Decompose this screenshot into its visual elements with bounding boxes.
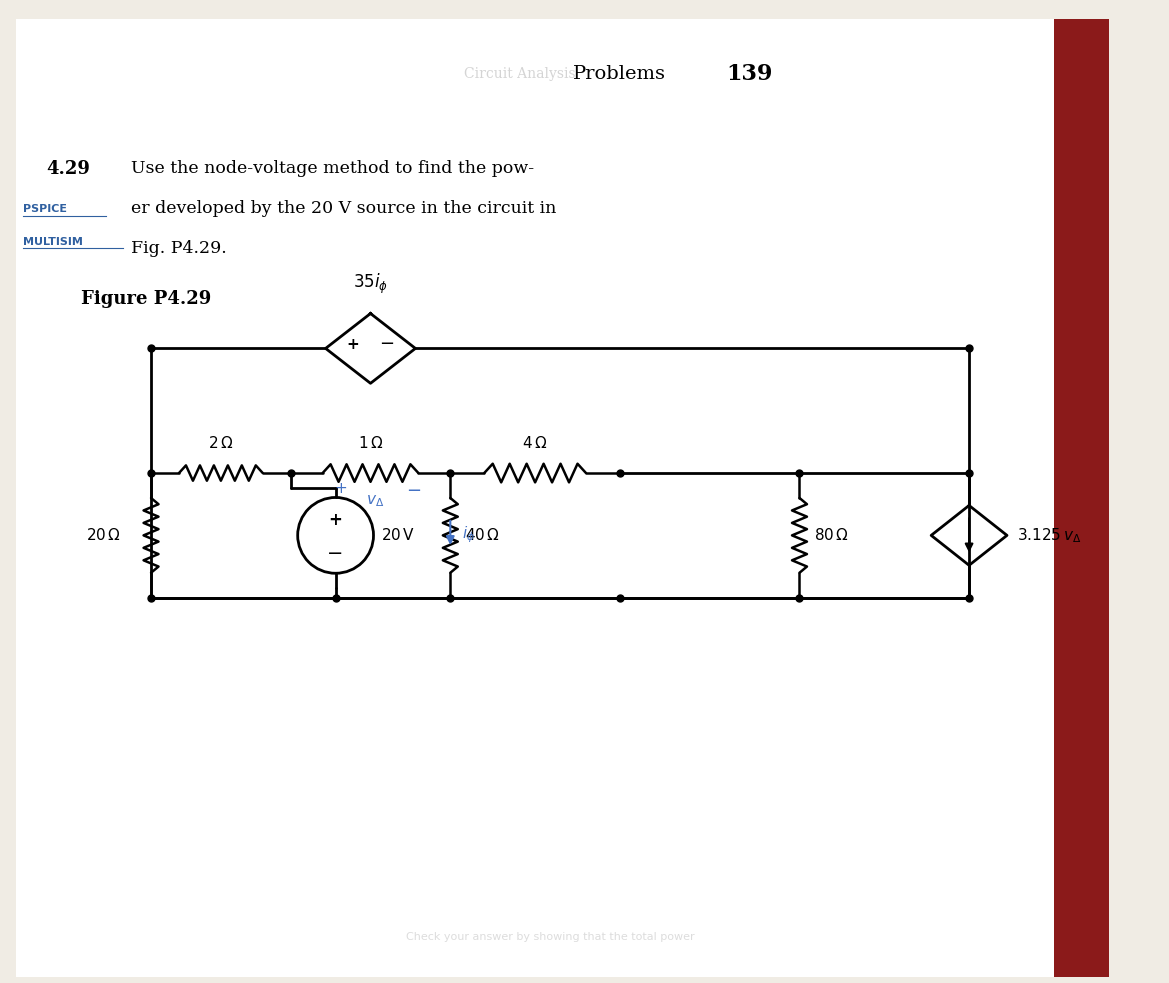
- Text: PSPICE: PSPICE: [23, 203, 68, 213]
- Text: $2\,\Omega$: $2\,\Omega$: [208, 435, 234, 451]
- Text: +: +: [334, 481, 347, 495]
- Text: Circuit Analysis: Circuit Analysis: [464, 67, 576, 82]
- Text: MULTISIM: MULTISIM: [23, 237, 83, 247]
- Text: $i_\phi$: $i_\phi$: [462, 525, 476, 546]
- Text: er developed by the 20 V source in the circuit in: er developed by the 20 V source in the c…: [131, 201, 556, 217]
- Text: −: −: [406, 482, 421, 500]
- Text: +: +: [346, 337, 359, 352]
- Text: $20\,\Omega$: $20\,\Omega$: [87, 527, 122, 544]
- Text: Figure P4.29: Figure P4.29: [81, 290, 212, 308]
- Text: Use the node-voltage method to find the pow-: Use the node-voltage method to find the …: [131, 160, 534, 177]
- Text: $20\,\text{V}$: $20\,\text{V}$: [381, 527, 416, 544]
- Text: Problems: Problems: [574, 65, 666, 84]
- Text: $35i_\phi$: $35i_\phi$: [353, 271, 388, 296]
- FancyBboxPatch shape: [16, 20, 1054, 977]
- Text: $4\,\Omega$: $4\,\Omega$: [523, 435, 548, 451]
- Text: $v_\Delta$: $v_\Delta$: [366, 493, 385, 509]
- Text: 4.29: 4.29: [47, 160, 90, 178]
- Text: $1\,\Omega$: $1\,\Omega$: [358, 435, 383, 451]
- Text: Check your answer by showing that the total power: Check your answer by showing that the to…: [406, 932, 694, 942]
- Text: 139: 139: [726, 63, 773, 86]
- Text: $40\,\Omega$: $40\,\Omega$: [465, 527, 500, 544]
- Text: $80\,\Omega$: $80\,\Omega$: [815, 527, 850, 544]
- Text: +: +: [328, 511, 343, 530]
- Text: −: −: [327, 544, 344, 563]
- Text: $3.125\,v_\Delta$: $3.125\,v_\Delta$: [1017, 526, 1081, 545]
- FancyBboxPatch shape: [1054, 20, 1108, 977]
- Text: −: −: [379, 335, 394, 354]
- Text: Fig. P4.29.: Fig. P4.29.: [131, 240, 227, 258]
